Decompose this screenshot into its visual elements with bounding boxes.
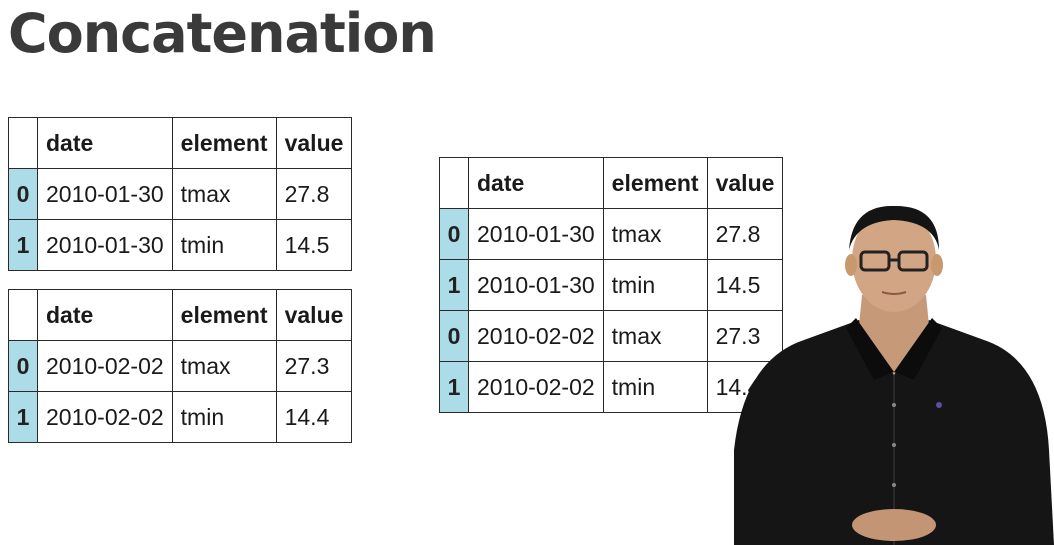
cell-value: 14.5 [275,219,353,271]
row-index: 0 [8,168,38,220]
table-header-row: date element value [8,117,353,169]
cell-date: 2010-01-30 [37,219,173,271]
index-header [8,117,38,169]
column-header-value: value [275,117,353,169]
cell-value: 14.5 [706,259,784,311]
column-header-element: element [171,117,277,169]
cell-date: 2010-01-30 [37,168,173,220]
cell-value: 27.8 [706,208,784,260]
cell-date: 2010-02-02 [37,391,173,443]
table-row: 0 2010-02-02 tmax 27.3 [439,310,784,362]
column-header-date: date [37,117,173,169]
cell-date: 2010-01-30 [468,208,604,260]
row-index: 1 [439,361,469,413]
cell-value: 14.4 [275,391,353,443]
row-index: 1 [8,219,38,271]
dataframe-second: date element value 0 2010-02-02 tmax 27.… [8,289,353,443]
dataframe-concatenated: date element value 0 2010-01-30 tmax 27.… [439,157,784,413]
cell-element: tmax [602,310,708,362]
row-index: 1 [439,259,469,311]
cell-element: tmax [171,340,277,392]
row-index: 1 [8,391,38,443]
column-header-element: element [171,289,277,341]
cell-date: 2010-01-30 [468,259,604,311]
table-row: 1 2010-01-30 tmin 14.5 [439,259,784,311]
cell-element: tmax [602,208,708,260]
cell-element: tmin [171,219,277,271]
table-row: 0 2010-01-30 tmax 27.8 [439,208,784,260]
table-row: 0 2010-01-30 tmax 27.8 [8,168,353,220]
cell-element: tmin [602,361,708,413]
row-index: 0 [439,208,469,260]
cell-date: 2010-02-02 [468,310,604,362]
index-header [8,289,38,341]
table-header-row: date element value [439,157,784,209]
row-index: 0 [439,310,469,362]
row-index: 0 [8,340,38,392]
dataframe-first: date element value 0 2010-01-30 tmax 27.… [8,117,353,271]
cell-value: 27.8 [275,168,353,220]
table-row: 0 2010-02-02 tmax 27.3 [8,340,353,392]
table-header-row: date element value [8,289,353,341]
index-header [439,157,469,209]
table-row: 1 2010-01-30 tmin 14.5 [8,219,353,271]
column-header-value: value [275,289,353,341]
cell-element: tmax [171,168,277,220]
cell-value: 27.3 [275,340,353,392]
column-header-date: date [468,157,604,209]
column-header-value: value [706,157,784,209]
table-row: 1 2010-02-02 tmin 14.4 [439,361,784,413]
presenter-video [734,205,1054,545]
cell-element: tmin [171,391,277,443]
table-row: 1 2010-02-02 tmin 14.4 [8,391,353,443]
column-header-date: date [37,289,173,341]
cell-date: 2010-02-02 [468,361,604,413]
slide-title: Concatenation [8,2,437,65]
column-header-element: element [602,157,708,209]
cell-element: tmin [602,259,708,311]
cell-date: 2010-02-02 [37,340,173,392]
